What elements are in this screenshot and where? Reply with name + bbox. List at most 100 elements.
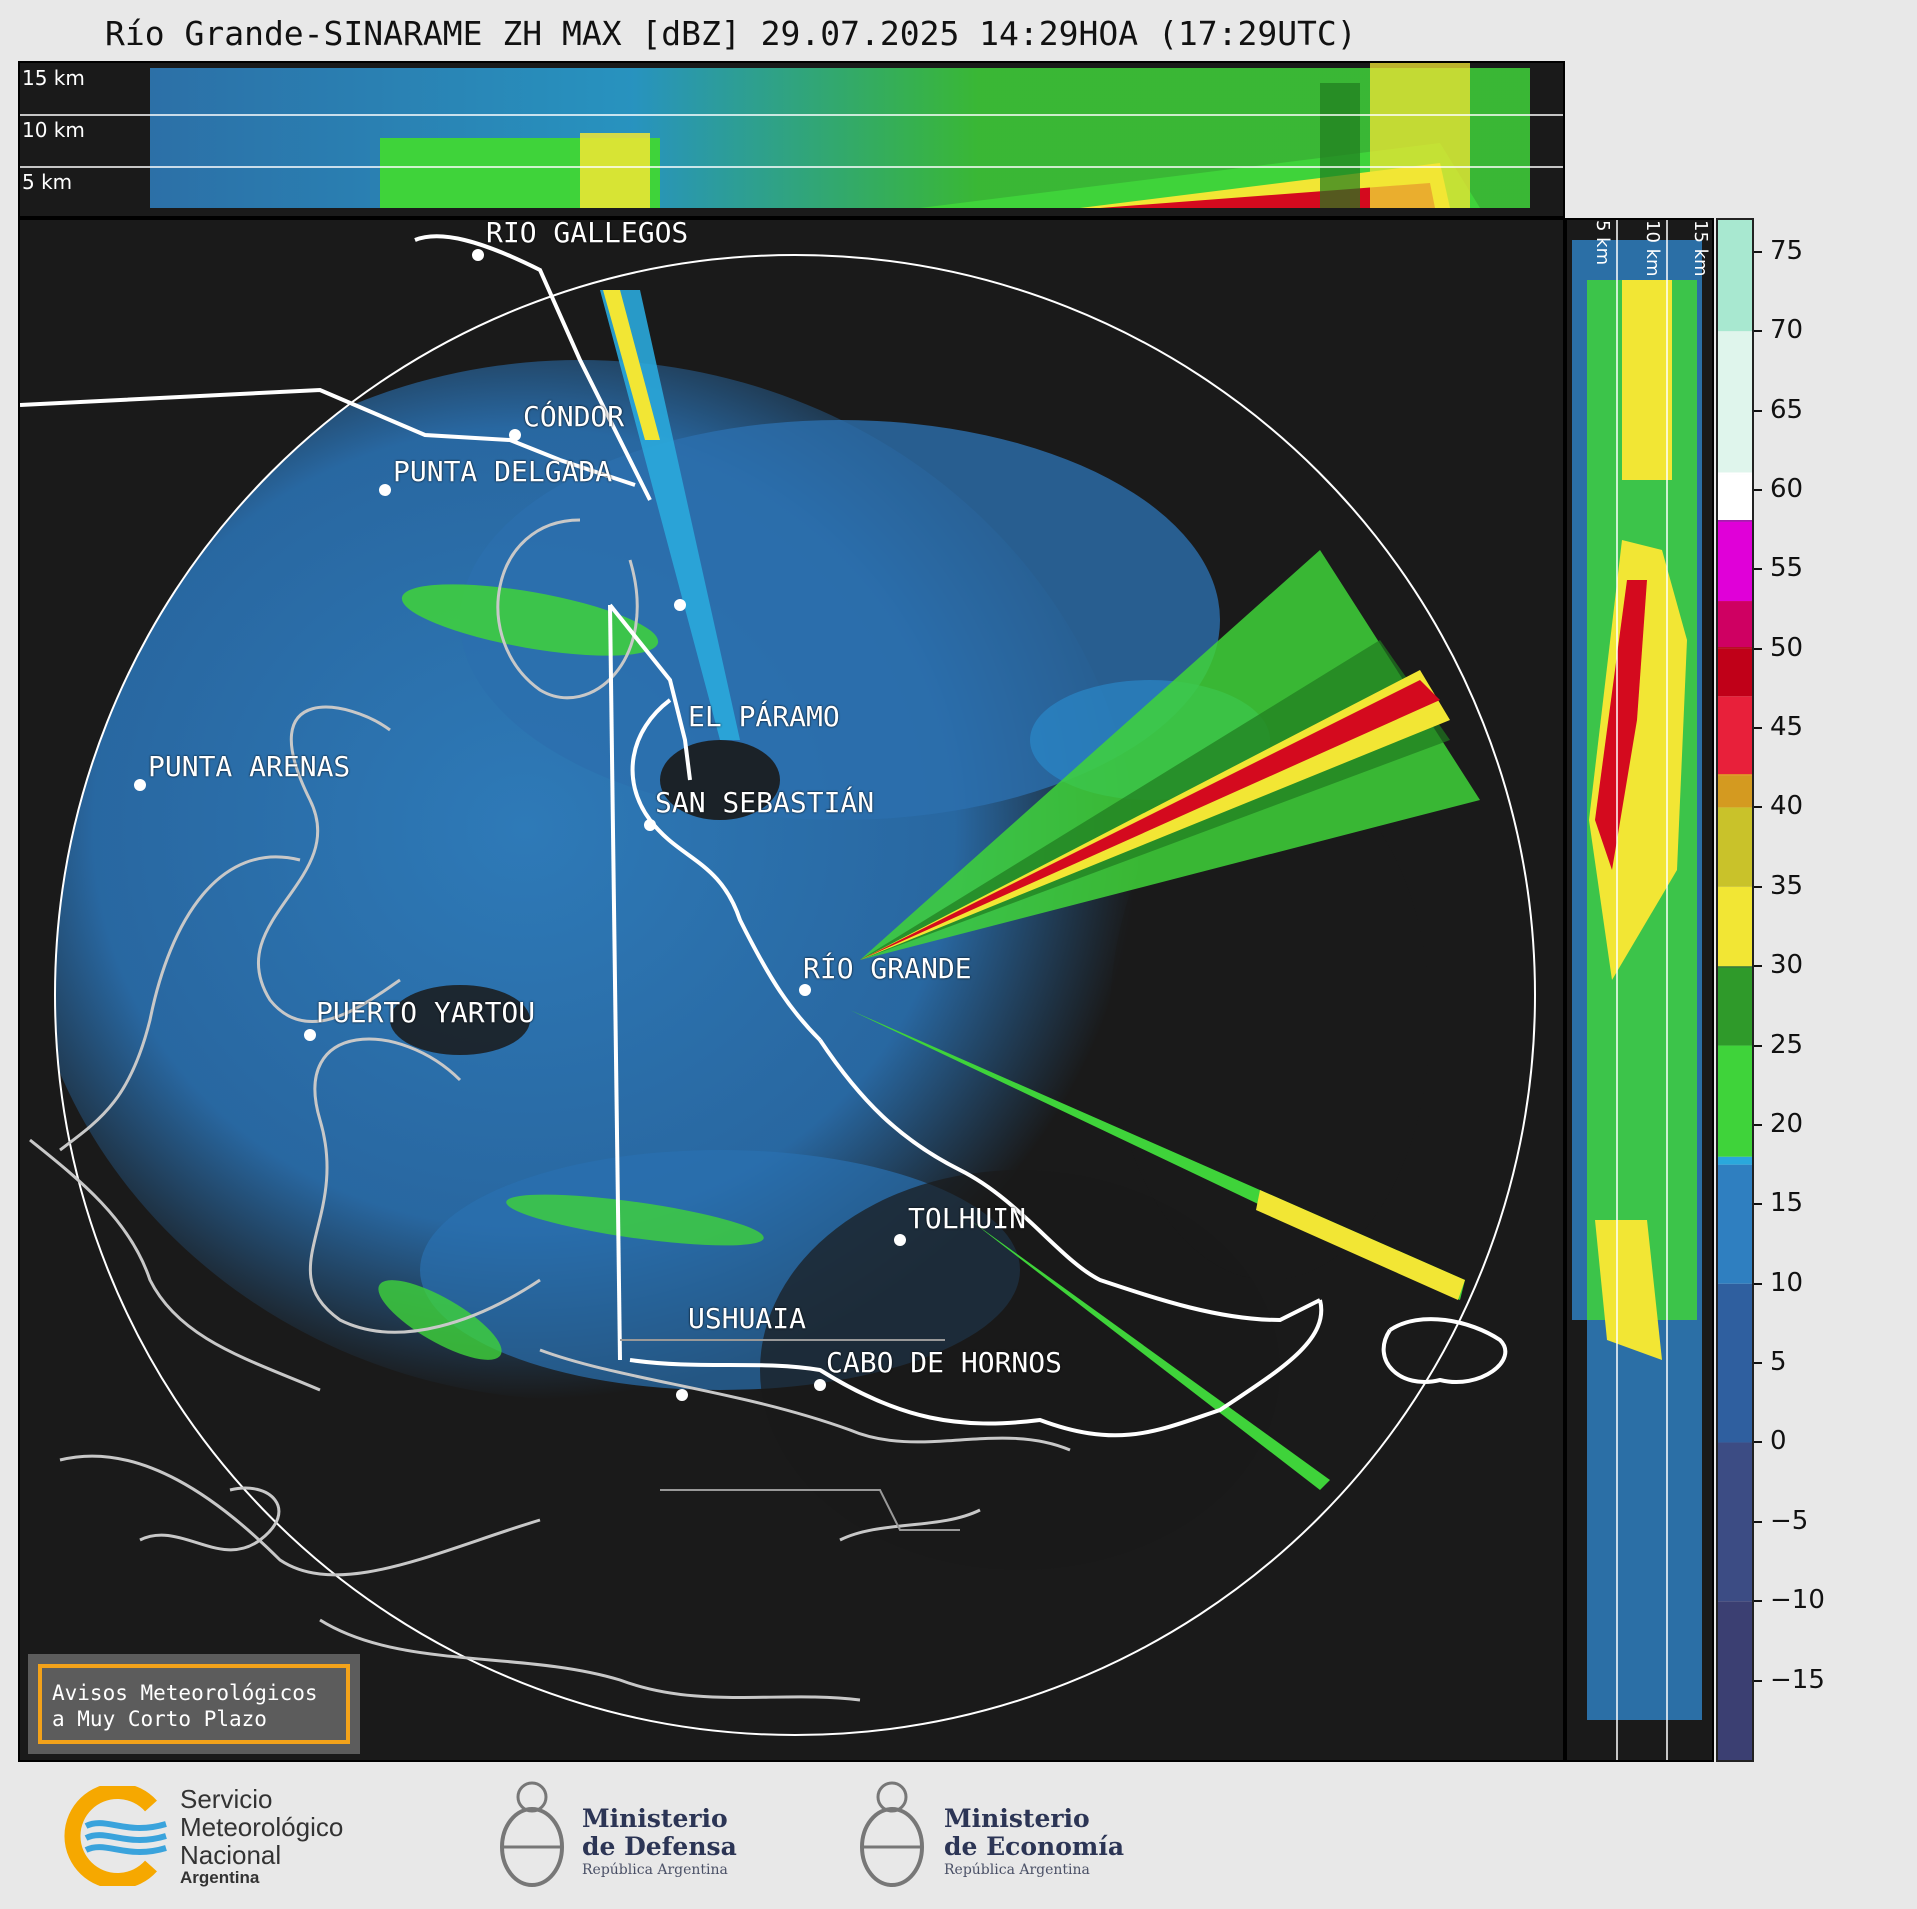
colorbar-segment — [1718, 1442, 1752, 1602]
city-label-condor: CÓNDOR — [523, 400, 625, 433]
side-altitude-label-15km: 15 km — [1690, 220, 1711, 277]
reflectivity-colorbar — [1716, 218, 1754, 1762]
colorbar-segment — [1718, 647, 1752, 649]
colorbar-tick-label: 15 — [1770, 1188, 1804, 1219]
altitude-label-5km: 5 km — [22, 170, 73, 194]
colorbar-segment — [1718, 1045, 1752, 1157]
colorbar-tick-label: 65 — [1770, 394, 1804, 425]
colorbar-segment — [1718, 601, 1752, 648]
colorbar-tick-mark — [1754, 647, 1762, 650]
colorbar-tick-mark — [1754, 1362, 1762, 1365]
colorbar-tick-label: 55 — [1770, 553, 1804, 584]
smn-line-3: Nacional — [180, 1840, 282, 1870]
city-label-el-paramo: EL PÁRAMO — [688, 700, 840, 733]
economia-line-3: República Argentina — [944, 1862, 1090, 1878]
colorbar-tick-mark — [1754, 1441, 1762, 1444]
colorbar-segment — [1718, 1601, 1752, 1760]
smn-line-2: Meteorológico — [180, 1812, 344, 1842]
economia-line-1: Ministerio — [944, 1804, 1090, 1833]
colorbar-tick-label: 70 — [1770, 315, 1804, 346]
economia-shield-icon — [860, 1781, 924, 1887]
colorbar-tick-mark — [1754, 1520, 1762, 1523]
colorbar-tick-label: 50 — [1770, 632, 1804, 663]
colorbar-segment — [1718, 521, 1752, 602]
colorbar-tick-mark — [1754, 568, 1762, 571]
side-altitude-label-5km: 5 km — [1592, 220, 1613, 266]
city-label-rio-grande: RÍO GRANDE — [803, 952, 972, 985]
colorbar-tick-label: 75 — [1770, 235, 1804, 266]
warning-line-2: a Muy Corto Plazo — [52, 1707, 267, 1731]
city-label-tolhuin: TOLHUIN — [908, 1202, 1027, 1235]
coastlines — [29, 518, 1071, 1702]
smn-line-4: Argentina — [180, 1868, 260, 1887]
city-markers — [134, 249, 906, 1401]
colorbar-tick-mark — [1754, 965, 1762, 968]
colorbar-segment — [1718, 220, 1752, 332]
colorbar-tick-label: 30 — [1770, 950, 1804, 981]
colorbar-segment — [1718, 1164, 1752, 1284]
colorbar-tick-label: 45 — [1770, 712, 1804, 743]
colorbar-tick-mark — [1754, 1600, 1762, 1603]
borders — [20, 234, 1508, 1438]
city-label-ushuaia: USHUAIA — [688, 1302, 807, 1335]
city-label-puerto-yartou: PUERTO YARTOU — [316, 996, 536, 1029]
colorbar-segment — [1718, 775, 1752, 808]
chart-title: Río Grande-SINARAME ZH MAX [dBZ] 29.07.2… — [105, 14, 1357, 53]
side-altitude-label-10km: 10 km — [1642, 220, 1663, 277]
radar-map-panel[interactable]: RÍO GALLEGOS CÓNDOR PUNTA DELGADA EL PÁR… — [18, 218, 1565, 1762]
colorbar-segment — [1718, 807, 1752, 887]
colorbar-tick-label: 5 — [1770, 1347, 1787, 1378]
colorbar-tick-label: 25 — [1770, 1029, 1804, 1060]
colorbar-tick-mark — [1754, 806, 1762, 809]
colorbar-segment — [1718, 1156, 1752, 1165]
colorbar-tick-mark — [1754, 250, 1762, 253]
colorbar-tick-mark — [1754, 330, 1762, 333]
defensa-line-1: Ministerio — [582, 1804, 728, 1833]
defensa-shield-icon — [500, 1781, 564, 1887]
colorbar-tick-label: 60 — [1770, 473, 1804, 504]
colorbar-segment — [1718, 648, 1752, 697]
colorbar-tick-mark — [1754, 1123, 1762, 1126]
economia-line-2: de Economía — [944, 1832, 1125, 1861]
colorbar-tick-mark — [1754, 488, 1762, 491]
city-label-san-sebastian: SAN SEBASTIÁN — [655, 786, 875, 819]
colorbar-tick-mark — [1754, 885, 1762, 888]
smn-line-1: Servicio — [180, 1784, 273, 1814]
colorbar-tick-label: 35 — [1770, 870, 1804, 901]
warning-box[interactable]: Avisos Meteorológicos a Muy Corto Plazo — [28, 1654, 360, 1754]
colorbar-segment — [1718, 696, 1752, 775]
colorbar-scale — [1718, 220, 1752, 1760]
side-cross-section-echoes — [1567, 220, 1702, 1760]
colorbar-tick-label: 0 — [1770, 1426, 1787, 1457]
colorbar-tick-label: 40 — [1770, 791, 1804, 822]
colorbar-tick-mark — [1754, 1044, 1762, 1047]
colorbar-segment — [1718, 886, 1752, 967]
colorbar-segment — [1718, 966, 1752, 968]
warning-box-frame: Avisos Meteorológicos a Muy Corto Plazo — [38, 1664, 350, 1744]
altitude-label-10km: 10 km — [22, 118, 85, 142]
colorbar-segment — [1718, 520, 1752, 522]
colorbar-tick-mark — [1754, 1282, 1762, 1285]
colorbar-segment — [1718, 331, 1752, 473]
colorbar-tick-mark — [1754, 727, 1762, 730]
warning-line-1: Avisos Meteorológicos — [52, 1681, 318, 1705]
defensa-line-3: República Argentina — [582, 1862, 728, 1878]
colorbar-tick-label: 10 — [1770, 1267, 1804, 1298]
smn-logo-mark — [64, 1786, 167, 1886]
city-label-punta-arenas: PUNTA ARENAS — [148, 750, 351, 783]
colorbar-tick-mark — [1754, 409, 1762, 412]
altitude-label-15km: 15 km — [22, 66, 85, 90]
reflectivity-field — [55, 290, 1480, 1570]
colorbar-segment — [1718, 1283, 1752, 1443]
colorbar-segment — [1718, 967, 1752, 1046]
side-cross-section-panel: 5 km 10 km 15 km — [1565, 218, 1714, 1762]
colorbar-tick-mark — [1754, 1203, 1762, 1206]
top-cross-section-panel: 15 km 10 km 5 km — [18, 61, 1565, 218]
colorbar-tick-label: −15 — [1770, 1664, 1825, 1695]
colorbar-tick-mark — [1754, 1679, 1762, 1682]
top-cross-section-echoes — [20, 63, 1563, 216]
colorbar-segment — [1718, 474, 1752, 521]
colorbar-tick-label: 20 — [1770, 1108, 1804, 1139]
colorbar-tick-label: −5 — [1770, 1505, 1809, 1536]
city-label-rio-gallegos: RÍO GALLEGOS — [486, 218, 689, 249]
